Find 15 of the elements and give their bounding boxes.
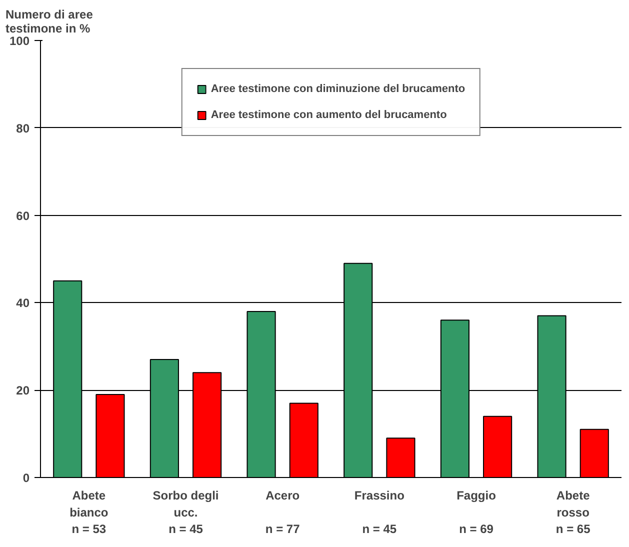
category-label: Faggio n = 69 xyxy=(456,488,496,536)
legend-label: Aree testimone con diminuzione del brucamento xyxy=(210,83,466,95)
chart-title: Numero di aree testimone in % xyxy=(6,8,94,36)
category-label: Frassino n = 45 xyxy=(354,488,404,536)
y-tick-label: 40 xyxy=(16,296,30,310)
y-tick-label: 0 xyxy=(22,471,30,485)
x-tick-label: Abete rosso n = 65 xyxy=(556,488,591,536)
y-tick-label: 80 xyxy=(16,121,30,136)
x-tick-label: Abete bianco n = 53 xyxy=(70,488,108,536)
y-tick-label: 100 xyxy=(9,34,30,48)
y-tick-label: 60 xyxy=(16,208,30,223)
x-tick-label: Sorbo degli ucc. n = 45 xyxy=(152,488,219,536)
category-label: Acero n = 77 xyxy=(265,488,300,536)
legend-label: Aree testimone con aumento del brucamento xyxy=(210,109,447,121)
y-tick-label: 20 xyxy=(16,384,30,398)
